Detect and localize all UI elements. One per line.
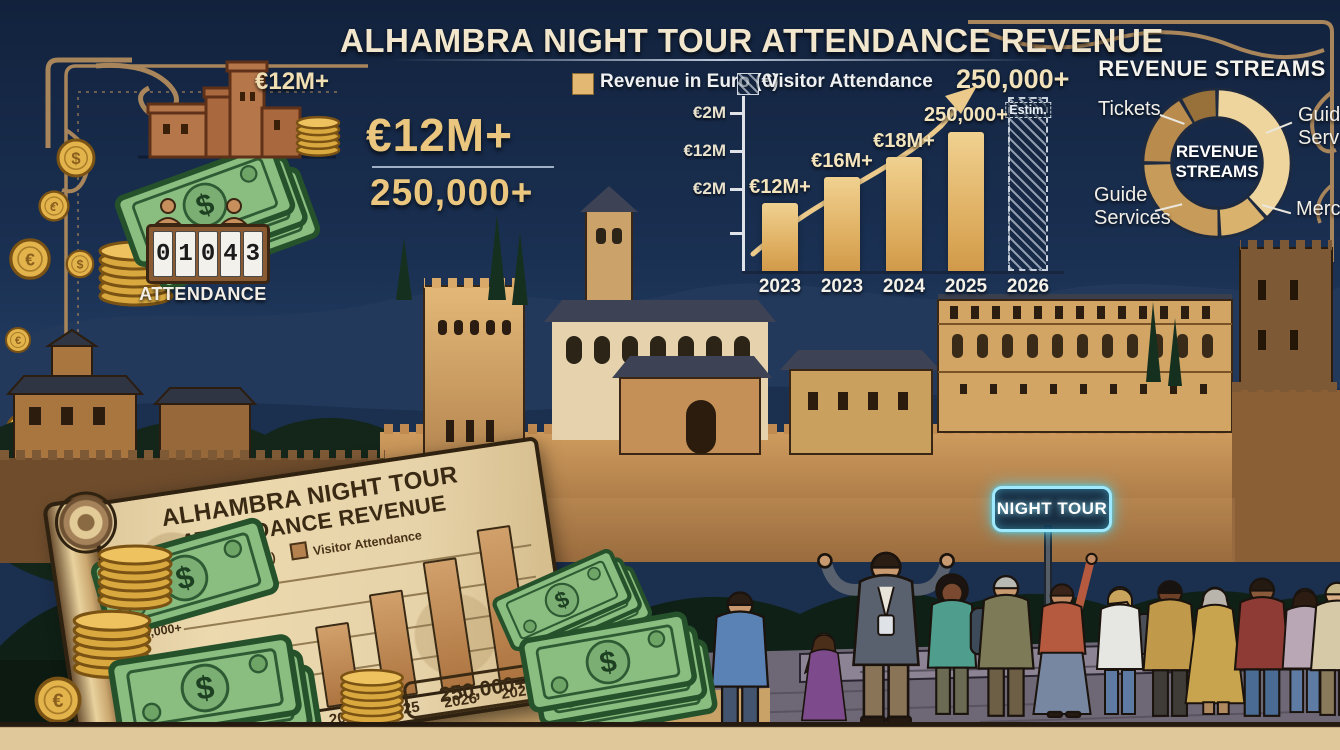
child-purple-dress (800, 632, 848, 722)
bar-value-label: €16M+ (811, 150, 873, 172)
tourist (1309, 581, 1340, 716)
y-tickmark (730, 150, 744, 153)
corner-ornament-top-right (968, 20, 1337, 262)
mini-bar (476, 524, 533, 683)
y-tickmark (730, 232, 744, 235)
donut-label-tickets: Tickets (1098, 98, 1161, 120)
y-tick-label: €12M (683, 141, 726, 160)
y-tick-label: €2M (692, 103, 726, 122)
attendance-counter: 0 1 0 4 3 (146, 224, 270, 284)
tourist-sign-holder (1032, 552, 1098, 719)
counter-digit: 1 (175, 231, 196, 277)
mini-y-label: €15,000+ (128, 620, 183, 643)
x-tick-label: 2026 (1006, 276, 1050, 297)
revenue-bar-2023a (762, 203, 798, 271)
counter-digit: 0 (153, 231, 174, 277)
tourist (1095, 586, 1154, 715)
tourist (1184, 586, 1246, 715)
y-tick-label: €2M (692, 179, 726, 198)
title-underline (392, 59, 1047, 61)
donut-ring (1141, 88, 1293, 239)
x-tick-label: 2023 (758, 276, 802, 297)
y-tickmark (730, 188, 744, 191)
x-tick-label: 2023 (820, 276, 864, 297)
tourist (926, 573, 978, 715)
tourist (1142, 580, 1198, 717)
mini-y-label: €12,0M+ (127, 589, 178, 611)
legend-attendance-swatch (737, 73, 759, 95)
x-tick-label: 2025 (944, 276, 988, 297)
estimate-bar-2026: Estim. (1005, 97, 1051, 271)
revenue-bar-2024 (886, 157, 922, 271)
mini-bar (261, 654, 304, 717)
estimate-tag: Estim. (1005, 102, 1051, 118)
y-tickmark (730, 112, 744, 115)
mini-y-label: 0 (187, 711, 197, 727)
revenue-bar-2025 (948, 132, 984, 271)
legend-attendance-label: Visitor Attendance (766, 71, 933, 92)
attendance-counter-label: ATTENDANCE (139, 284, 267, 304)
x-axis (742, 271, 1064, 274)
castle-icon (138, 60, 341, 159)
donut-center-text: REVENUE STREAMS (1175, 142, 1259, 181)
legend-revenue-label: Revenue in Euro (€) (600, 71, 779, 92)
page-title: ALHAMBRA NIGHT TOUR ATTENDANCE REVENUE (340, 22, 1164, 59)
bar-value-label: 250,000+ (924, 104, 1008, 126)
stat-divider (372, 166, 554, 168)
tour-group (710, 551, 1340, 739)
night-tour-sign: NIGHT TOUR (992, 486, 1112, 532)
y-axis (742, 96, 745, 274)
donut-heading: REVENUE STREAMS (1098, 56, 1326, 81)
scroll-legend-swatch (289, 541, 310, 561)
donut-label-merchandise: Mercha (1296, 198, 1340, 220)
revenue-total: €12M+ (366, 109, 513, 161)
counter-digit: 4 (220, 231, 241, 277)
attendance-total: 250,000+ (370, 172, 534, 213)
scroll-legend-swatch (136, 564, 156, 584)
bar-value-label: €12M+ (749, 176, 811, 198)
x-tick-label: 2024 (882, 276, 926, 297)
mini-y-label: 50,000+ (144, 683, 193, 705)
revenue-bar-2023b (824, 177, 860, 271)
counter-digit: 0 (197, 231, 219, 277)
mini-bar (207, 686, 246, 726)
bar-value-label: €18M+ (873, 130, 935, 152)
legend-revenue-swatch (572, 73, 594, 95)
counter-person-icons (154, 198, 248, 224)
donut-label-guide-services: Guide Services (1094, 184, 1171, 229)
tour-guide (817, 551, 955, 725)
tourist (969, 574, 1035, 717)
counter-digit: 3 (242, 231, 264, 277)
mini-y-label: €10,000+ (133, 652, 188, 674)
castle-value-label: €12M+ (255, 68, 330, 95)
